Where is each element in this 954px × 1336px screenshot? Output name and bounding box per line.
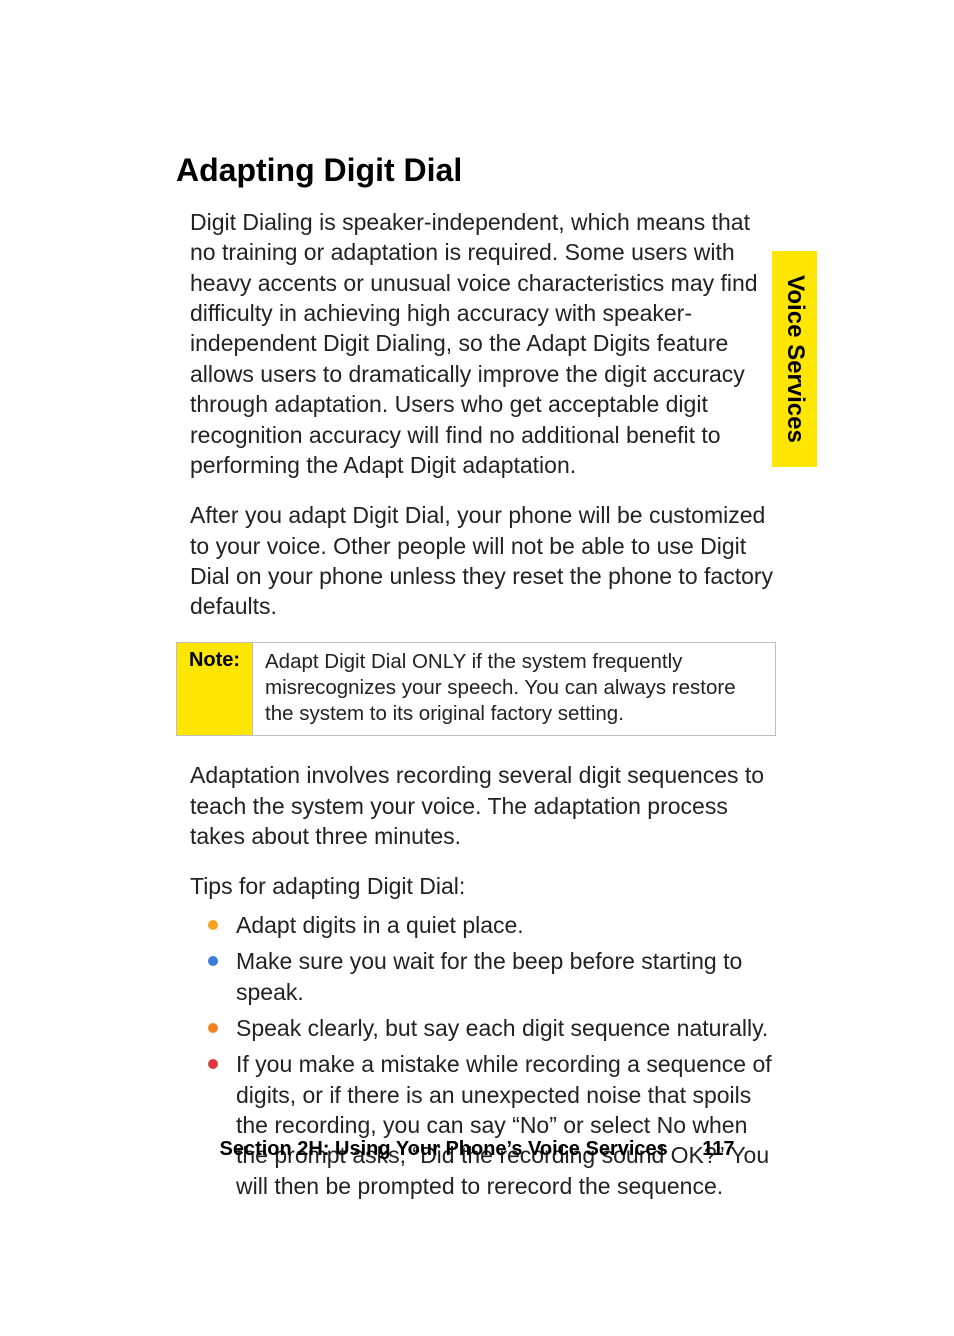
paragraph-1: Digit Dialing is speaker-independent, wh… xyxy=(176,207,776,480)
page-root: Voice Services Adapting Digit Dial Digit… xyxy=(0,0,954,1336)
list-item: If you make a mistake while recording a … xyxy=(208,1049,776,1201)
footer-page-number: 117 xyxy=(702,1138,734,1160)
note-content: Adapt Digit Dial ONLY if the system freq… xyxy=(253,643,775,736)
footer-section-text: Section 2H: Using Your Phone’s Voice Ser… xyxy=(219,1138,667,1160)
list-item: Make sure you wait for the beep before s… xyxy=(208,946,776,1007)
paragraph-4-tips-lead: Tips for adapting Digit Dial: xyxy=(176,871,776,901)
list-item: Adapt digits in a quiet place. xyxy=(208,910,776,940)
note-label: Note: xyxy=(189,649,240,672)
side-tab: Voice Services xyxy=(772,251,817,467)
side-tab-label: Voice Services xyxy=(781,275,809,443)
paragraph-3: Adaptation involves recording several di… xyxy=(176,760,776,851)
page-footer: Section 2H: Using Your Phone’s Voice Ser… xyxy=(0,1138,954,1161)
note-label-cell: Note: xyxy=(177,643,253,736)
list-item: Speak clearly, but say each digit sequen… xyxy=(208,1013,776,1043)
paragraph-2: After you adapt Digit Dial, your phone w… xyxy=(176,500,776,621)
content-area: Adapting Digit Dial Digit Dialing is spe… xyxy=(176,152,776,1207)
section-heading: Adapting Digit Dial xyxy=(176,152,776,189)
note-box: Note: Adapt Digit Dial ONLY if the syste… xyxy=(176,642,776,737)
